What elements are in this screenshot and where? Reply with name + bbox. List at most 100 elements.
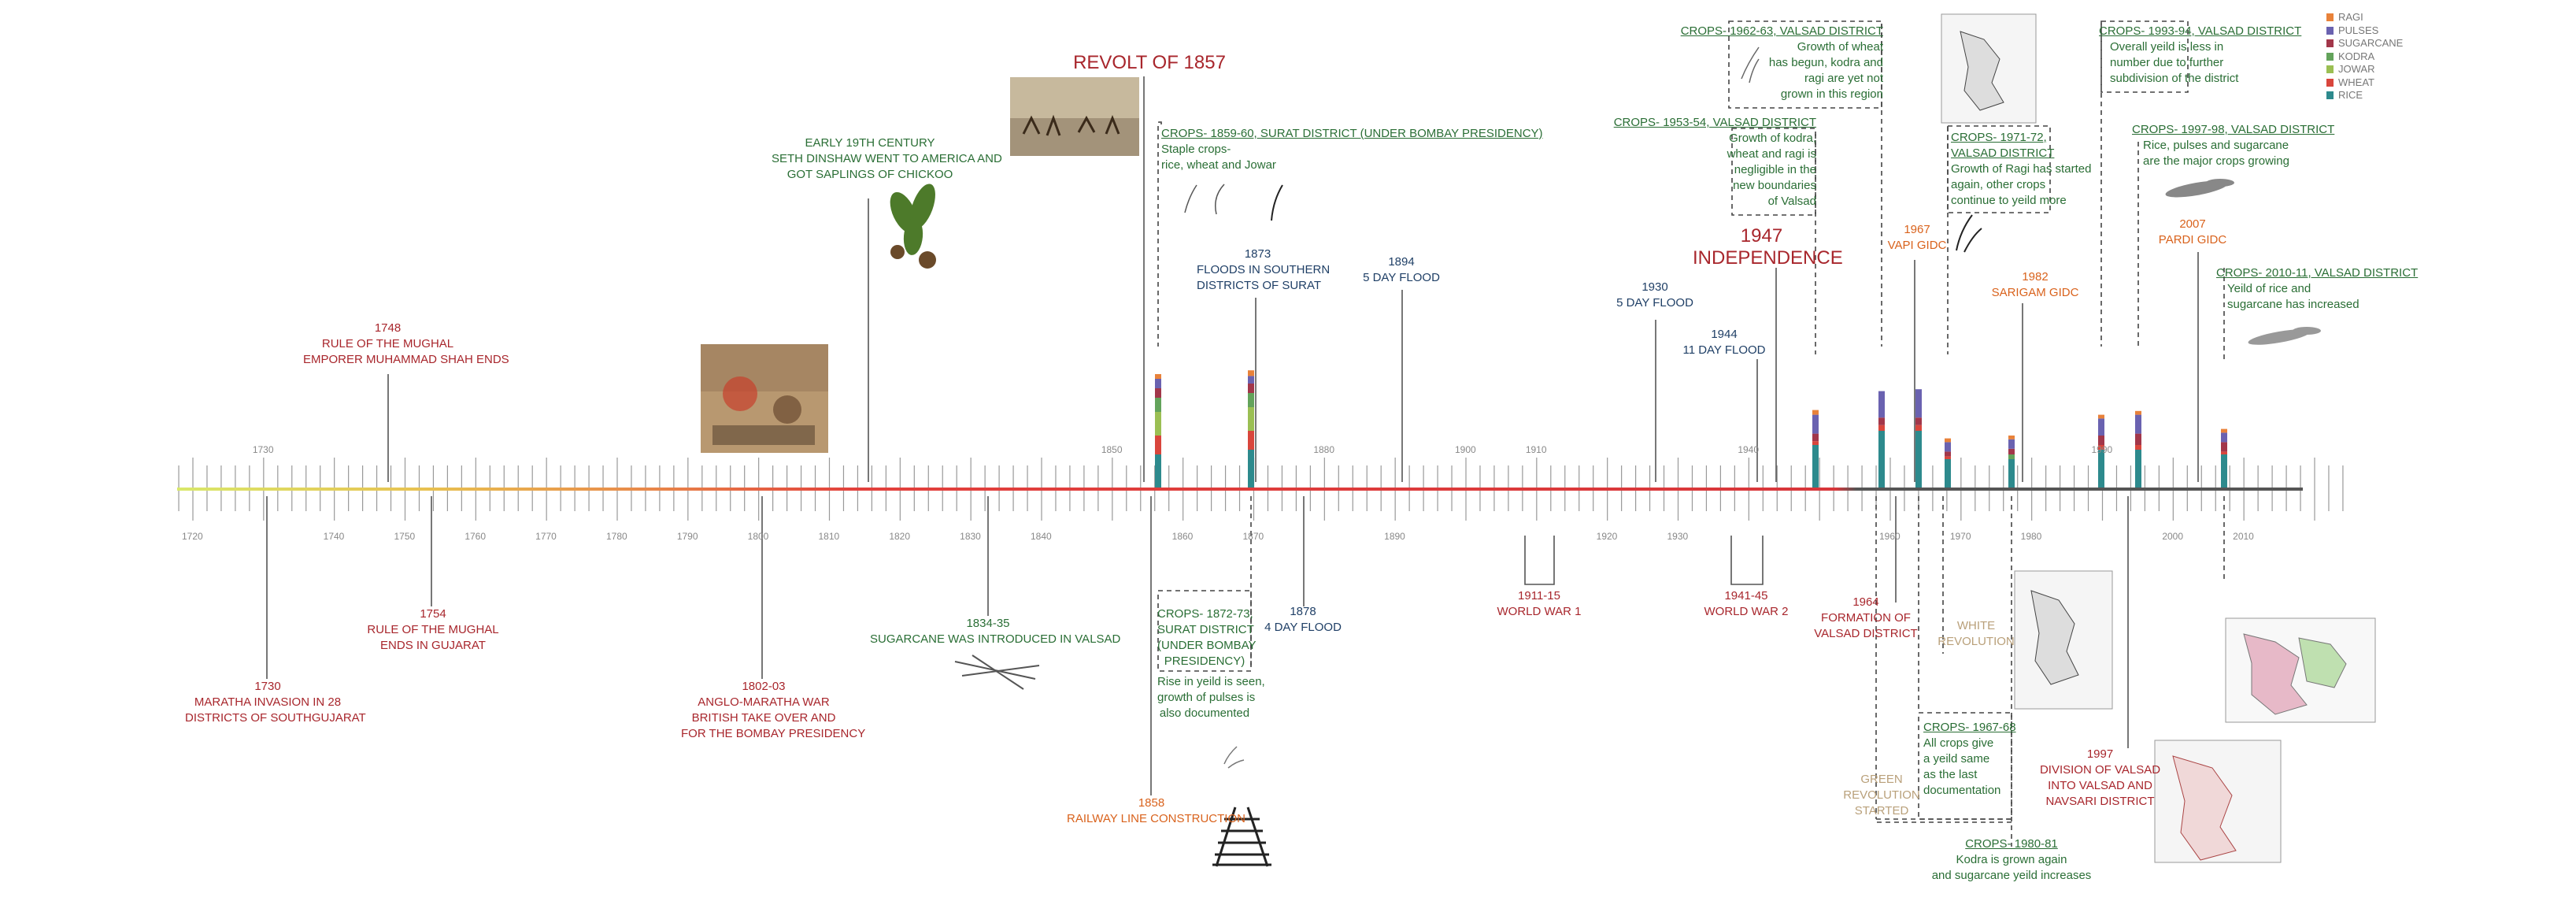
- legend-label: SUGARCANE: [2338, 37, 2404, 49]
- box-1953: [1731, 128, 1816, 216]
- event-year: 1858: [1138, 796, 1165, 810]
- axis-year-label: 1760: [464, 531, 487, 542]
- crops-note-line: Growth of kodra,: [1729, 132, 1816, 145]
- crop-bar-segment: [2008, 439, 2015, 449]
- legend-swatch: [2326, 26, 2334, 35]
- event-text: VALSAD DISTRICT: [1814, 627, 1918, 640]
- event-flood-1930: 1930 5 DAY FLOOD: [1608, 280, 1702, 311]
- crop-bar-segment: [2135, 433, 2141, 445]
- crop-bars: [1155, 370, 2227, 488]
- legend-label: RICE: [2338, 89, 2363, 101]
- axis-year-label: 1780: [606, 531, 627, 542]
- crops-note-title: CROPS- 1980-81: [1965, 837, 2058, 851]
- main-axis-line: [177, 488, 2303, 491]
- event-year: 1941-45: [1724, 589, 1768, 603]
- crop-bar-segment: [1878, 431, 1885, 488]
- crop-bar-segment: [1155, 454, 1161, 488]
- crop-bar-segment: [1812, 414, 1819, 434]
- event-text: 4 DAY FLOOD: [1264, 621, 1342, 634]
- crops-note-title: CROPS- 1993-94, VALSAD DISTRICT: [2099, 24, 2302, 38]
- crops-note-title: CROPS- 1971-72,: [1951, 131, 2047, 144]
- event-maratha-1730: 1730 MARATHA INVASION IN 28 DISTRICTS OF…: [185, 679, 366, 726]
- crops-note-line: wheat and ragi is: [1727, 147, 1816, 161]
- event-text: GOT SAPLINGS OF CHICKOO: [786, 168, 953, 181]
- picture-grain-sprig-1971: [1956, 214, 1982, 253]
- crop-bar-segment: [2221, 442, 2227, 452]
- crops-note-line: as the last: [1923, 768, 1978, 781]
- event-text: FLOODS IN SOUTHERN: [1197, 263, 1331, 276]
- crop-bar-segment: [1155, 388, 1161, 398]
- crop-bar-segment: [2135, 445, 2141, 450]
- crops-note-2010: CROPS- 2010-11, VALSAD DISTRICT Yeild of…: [2216, 265, 2418, 313]
- picture-revolt-1857: [1010, 77, 1139, 156]
- axis-year-label: 1970: [1949, 531, 1971, 542]
- crop-bar-segment: [1812, 433, 1819, 442]
- event-flood-1873: 1873 FLOODS IN SOUTHERN DISTRICTS OF SUR…: [1197, 247, 1331, 294]
- legend-item: JOWAR: [2326, 63, 2403, 76]
- picture-railway: [1212, 806, 1271, 867]
- event-text: SUGARCANE WAS INTRODUCED IN VALSAD: [870, 632, 1121, 646]
- crop-bar-segment: [2098, 418, 2104, 436]
- crop-bar-segment: [1155, 379, 1161, 388]
- picture-grain-1872: [1223, 746, 1245, 769]
- crops-note-line: ragi are yet not: [1804, 72, 1883, 85]
- crop-bar-segment: [2098, 450, 2104, 488]
- crops-note-title: CROPS- 1962-63, VALSAD DISTRICT: [1680, 24, 1883, 38]
- picture-sugarcane: [954, 654, 1040, 690]
- event-text: WORLD WAR 1: [1497, 605, 1582, 618]
- crop-bar-segment: [2221, 454, 2227, 488]
- event-year: 1754: [420, 607, 446, 621]
- event-text: DISTRICTS OF SURAT: [1197, 279, 1322, 292]
- axis-year-label: 2010: [2233, 531, 2254, 542]
- crop-bar-segment: [1812, 445, 1819, 488]
- event-year: 1982: [2022, 270, 2049, 284]
- event-year: 1930: [1641, 280, 1668, 294]
- axis-year-label: 2000: [2162, 531, 2184, 542]
- crop-bar-segment: [1945, 442, 1951, 452]
- ww1-bracket: [1524, 536, 1555, 585]
- event-text: PARDI GIDC: [2158, 233, 2227, 247]
- legend-item: RICE: [2326, 89, 2403, 102]
- crop-bar-segment: [2135, 450, 2141, 488]
- crop-bar-segment: [1248, 376, 1254, 384]
- legend-label: JOWAR: [2338, 63, 2375, 75]
- crops-note-1980: CROPS- 1980-81 Kodra is grown again and …: [1901, 836, 2122, 884]
- event-text: DISTRICTS OF SOUTHGUJARAT: [185, 711, 366, 725]
- crop-bar-segment: [1248, 450, 1254, 488]
- box-1962: [1728, 20, 1882, 109]
- axis-year-label: 1790: [676, 531, 698, 542]
- crops-note-line: of Valsad: [1767, 195, 1816, 208]
- event-text: REVOLUTION: [1938, 635, 2015, 648]
- event-text: 5 DAY FLOOD: [1616, 296, 1693, 310]
- event-year: 1873: [1244, 247, 1271, 261]
- crops-note-line: has begun, kodra and: [1768, 56, 1883, 69]
- event-railway-1858: 1858 RAILWAY LINE CONSTRUCTION: [1067, 795, 1245, 827]
- picture-grain-1997: [2165, 179, 2234, 198]
- crops-note-line: Yeild of rice and: [2227, 282, 2311, 295]
- legend-item: WHEAT: [2326, 76, 2403, 90]
- event-text: NAVSARI DISTRICT: [2045, 795, 2155, 808]
- event-year: 1967: [1904, 223, 1930, 236]
- event-year: 1834-35: [966, 617, 1010, 630]
- event-text: WHITE: [1956, 619, 1996, 632]
- event-text: INTO VALSAD AND: [2048, 779, 2152, 792]
- event-text: WORLD WAR 2: [1704, 605, 1789, 618]
- event-sugarcane-1834: 1834-35 SUGARCANE WAS INTRODUCED IN VALS…: [870, 616, 1121, 647]
- legend-label: KODRA: [2338, 50, 2375, 62]
- connector-lines: [266, 76, 2199, 795]
- legend-swatch: [2326, 39, 2334, 48]
- axis-year-label: 1980: [2020, 531, 2042, 542]
- crop-bar-segment: [1248, 384, 1254, 393]
- axis-year-label: 1770: [535, 531, 557, 542]
- crops-note-line: Growth of Ragi has started: [1951, 162, 2092, 176]
- event-year: 1964: [1852, 595, 1879, 609]
- crop-bar-segment: [1812, 441, 1819, 445]
- picture-map-2010: [2225, 617, 2376, 723]
- axis-year-label: 1830: [960, 531, 981, 542]
- dashed-connectors: [1157, 20, 2225, 847]
- legend-item: KODRA: [2326, 50, 2403, 64]
- crop-bar-segment: [1945, 438, 1951, 443]
- box-green: [1875, 818, 2012, 823]
- event-year: 1730: [254, 680, 281, 693]
